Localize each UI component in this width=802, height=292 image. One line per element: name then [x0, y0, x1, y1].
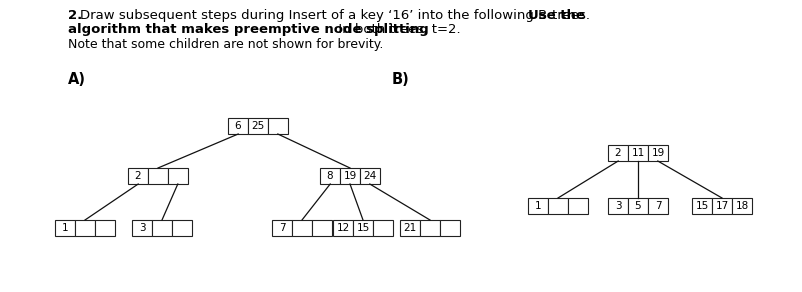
Bar — [607, 198, 627, 214]
Bar — [607, 145, 627, 161]
Bar — [528, 198, 547, 214]
Text: 15: 15 — [695, 201, 707, 211]
Text: algorithm that makes preemptive node splitting: algorithm that makes preemptive node spl… — [68, 23, 428, 36]
Text: 7: 7 — [654, 201, 661, 211]
Text: 3: 3 — [139, 223, 145, 233]
Text: 12: 12 — [336, 223, 349, 233]
Text: 25: 25 — [251, 121, 265, 131]
Bar — [339, 168, 359, 184]
Bar — [647, 198, 667, 214]
Bar — [172, 220, 192, 236]
Bar — [439, 220, 460, 236]
Bar — [567, 198, 587, 214]
Bar — [228, 118, 248, 134]
Text: 7: 7 — [278, 223, 285, 233]
Text: 18: 18 — [735, 201, 747, 211]
Bar — [95, 220, 115, 236]
Text: 2.: 2. — [68, 9, 82, 22]
Text: 8: 8 — [326, 171, 333, 181]
Bar — [647, 145, 667, 161]
Text: 2: 2 — [135, 171, 141, 181]
Text: 24: 24 — [363, 171, 376, 181]
Bar — [627, 145, 647, 161]
Bar — [55, 220, 75, 236]
Bar — [353, 220, 373, 236]
Text: B): B) — [391, 72, 409, 87]
Bar — [272, 220, 292, 236]
Bar — [691, 198, 711, 214]
Text: 3: 3 — [614, 201, 621, 211]
Text: 6: 6 — [234, 121, 241, 131]
Bar — [292, 220, 312, 236]
Bar — [248, 118, 268, 134]
Bar — [731, 198, 751, 214]
Bar — [152, 220, 172, 236]
Text: 1: 1 — [62, 223, 68, 233]
Bar — [128, 168, 148, 184]
Text: 1: 1 — [534, 201, 541, 211]
Bar — [399, 220, 419, 236]
Text: Use the: Use the — [528, 9, 584, 22]
Bar — [148, 168, 168, 184]
Bar — [168, 168, 188, 184]
Text: Draw subsequent steps during Insert of a key ‘16’ into the following B-trees.: Draw subsequent steps during Insert of a… — [80, 9, 593, 22]
Bar — [711, 198, 731, 214]
Bar — [547, 198, 567, 214]
Bar — [132, 220, 152, 236]
Text: 19: 19 — [650, 148, 664, 158]
Bar — [268, 118, 288, 134]
Bar — [320, 168, 339, 184]
Text: 17: 17 — [715, 201, 727, 211]
Text: 15: 15 — [356, 223, 369, 233]
Text: 11: 11 — [630, 148, 644, 158]
Bar — [312, 220, 331, 236]
Bar — [373, 220, 392, 236]
Text: 21: 21 — [403, 223, 416, 233]
Bar — [75, 220, 95, 236]
Bar — [419, 220, 439, 236]
Bar — [333, 220, 353, 236]
Text: 19: 19 — [343, 171, 356, 181]
Text: A): A) — [68, 72, 86, 87]
Text: . In both trees, t=2.: . In both trees, t=2. — [330, 23, 460, 36]
Bar — [359, 168, 379, 184]
Text: 5: 5 — [634, 201, 641, 211]
Text: Note that some children are not shown for brevity.: Note that some children are not shown fo… — [68, 38, 383, 51]
Text: 2: 2 — [614, 148, 621, 158]
Bar — [627, 198, 647, 214]
